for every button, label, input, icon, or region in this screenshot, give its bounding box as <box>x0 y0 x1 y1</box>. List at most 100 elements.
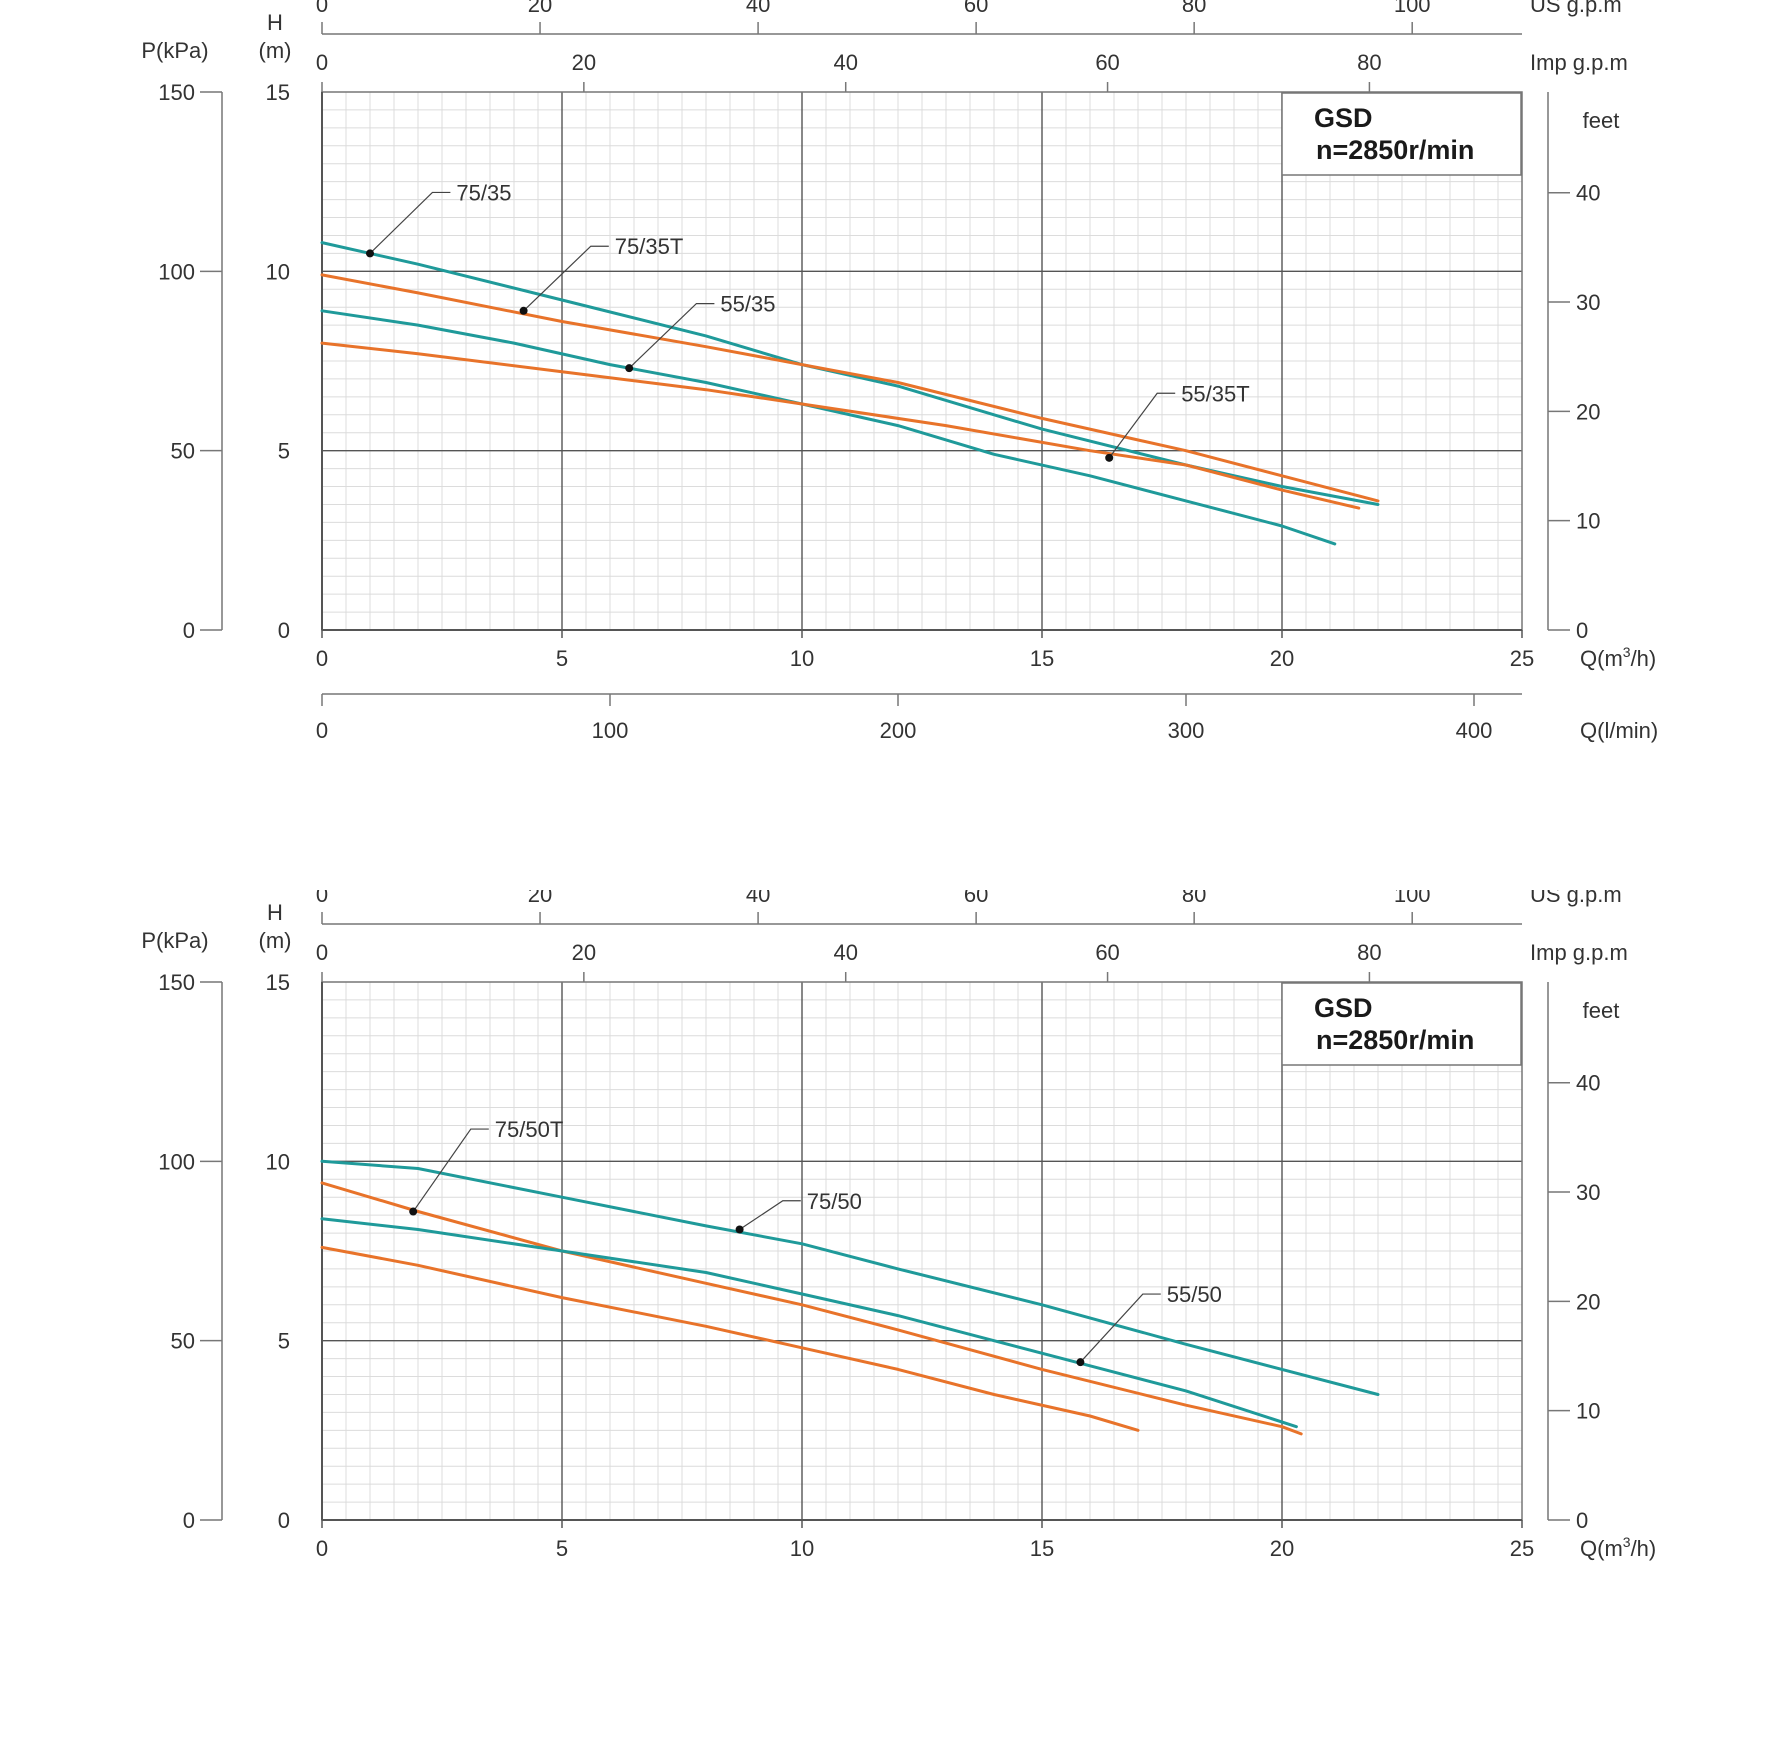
pressure-tick-label: 150 <box>158 970 195 995</box>
series-line-55-50 <box>320 1217 1298 1429</box>
pressure-tick-label: 100 <box>158 259 195 284</box>
series-label: 75/35T <box>615 234 684 259</box>
us-gpm-tick-label: 60 <box>964 890 988 907</box>
x-tick-label: 10 <box>790 646 814 671</box>
info-box <box>1281 982 1522 1066</box>
series-label: 55/50 <box>1167 1282 1222 1307</box>
series-label: 55/35 <box>720 292 775 317</box>
imp-gpm-axis-label: Imp g.p.m <box>1530 940 1628 965</box>
feet-tick-label: 20 <box>1576 399 1600 424</box>
feet-tick-label: 0 <box>1576 618 1588 643</box>
imp-gpm-tick-label: 80 <box>1357 940 1381 965</box>
x-tick-label: 0 <box>316 646 328 671</box>
head-tick-label: 10 <box>266 1149 290 1174</box>
x-tick-label: 15 <box>1030 646 1054 671</box>
series-line-55-35T <box>320 341 1361 510</box>
series-marker <box>366 249 374 258</box>
head-axis-label-bottom: (m) <box>259 38 292 63</box>
x-tick-label: 15 <box>1030 1536 1054 1561</box>
us-gpm-tick-label: 60 <box>964 0 988 17</box>
lmin-tick-label: 400 <box>1456 718 1493 743</box>
plot-group: 0 5 10 15 20 25 Q(m3/h)005501010015150H(m)P(kP… <box>141 0 1658 743</box>
feet-tick-label: 30 <box>1576 1180 1600 1205</box>
feet-tick-label: 30 <box>1576 290 1600 315</box>
lmin-tick-label: 100 <box>592 718 629 743</box>
imp-gpm-tick-label: 40 <box>833 940 857 965</box>
series-label: 75/35 <box>456 180 511 205</box>
x-tick-label: 20 <box>1270 646 1294 671</box>
feet-tick-label: 40 <box>1576 1071 1600 1096</box>
info-box-title: GSD <box>1314 993 1373 1023</box>
leader-line <box>369 191 451 254</box>
pressure-axis-label: P(kPa) <box>141 928 208 953</box>
us-gpm-axis-label: US g.p.m <box>1530 0 1622 17</box>
leader-line <box>1108 392 1176 459</box>
series-line-55-50T <box>320 1245 1140 1432</box>
head-axis-label-bottom: (m) <box>259 928 292 953</box>
head-tick-label: 15 <box>266 970 290 995</box>
series-line-75-50T <box>320 1181 1303 1436</box>
pressure-tick-label: 50 <box>171 439 195 464</box>
flow-axis-label: Q(m3/h) <box>1580 644 1656 671</box>
series-marker <box>735 1225 744 1234</box>
x-tick-label: 5 <box>556 646 568 671</box>
feet-tick-label: 40 <box>1576 181 1600 206</box>
head-tick-label: 15 <box>266 80 290 105</box>
plot-group: 0 5 10 15 20 25 Q(m3/h) 0 0 5 50 10 100 15 150 H (m) P(kP… <box>141 890 1656 1561</box>
pressure-tick-label: 50 <box>171 1329 195 1354</box>
imp-gpm-tick-label: 0 <box>316 50 328 75</box>
us-gpm-axis-label: US g.p.m <box>1530 890 1622 907</box>
us-gpm-tick-label: 40 <box>746 890 770 907</box>
imp-gpm-axis-label: Imp g.p.m <box>1530 50 1628 75</box>
head-axis-label-top: H <box>267 10 283 35</box>
us-gpm-tick-label: 80 <box>1182 0 1206 17</box>
performance-chart-2: 0 5 10 15 20 25 Q(m3/h) 0 0 5 50 10 100 15 150 H (m) P(kP… <box>141 890 1656 1561</box>
head-tick-label: 5 <box>278 1329 290 1354</box>
flow-axis-label: Q(m3/h) <box>1580 1534 1656 1561</box>
x-tick-label: 25 <box>1510 1536 1534 1561</box>
info-box-speed: n=2850r/min <box>1316 135 1474 165</box>
x-tick-label: 0 <box>316 1536 328 1561</box>
series-marker <box>625 364 634 373</box>
lmin-axis-label: Q(l/min) <box>1580 718 1658 743</box>
pressure-tick-label: 150 <box>158 80 195 105</box>
pressure-tick-label: 0 <box>183 1508 195 1533</box>
series-label: 75/50 <box>807 1189 862 1214</box>
feet-axis-label: feet <box>1583 998 1620 1023</box>
head-tick-label: 0 <box>278 1508 290 1533</box>
series-line-75-35T <box>320 273 1380 503</box>
series-marker <box>409 1207 418 1216</box>
x-tick-label: 25 <box>1510 646 1534 671</box>
leader-line <box>412 1128 489 1212</box>
grid <box>321 91 1523 631</box>
series-label: 75/50T <box>495 1117 564 1142</box>
leader-line <box>523 245 609 312</box>
x-tick-label: 20 <box>1270 1536 1294 1561</box>
us-gpm-tick-label: 40 <box>746 0 770 17</box>
info-box-speed: n=2850r/min <box>1316 1025 1474 1055</box>
feet-tick-label: 10 <box>1576 509 1600 534</box>
info-box <box>1281 92 1522 176</box>
lmin-tick-label: 0 <box>316 718 328 743</box>
series-marker <box>519 306 528 315</box>
lmin-tick-label: 300 <box>1168 718 1205 743</box>
feet-tick-label: 20 <box>1576 1289 1600 1314</box>
us-gpm-tick-label: 20 <box>528 890 552 907</box>
imp-gpm-tick-label: 0 <box>316 940 328 965</box>
grid <box>321 981 1523 1521</box>
head-axis-label-top: H <box>267 900 283 925</box>
head-tick-label: 10 <box>266 259 290 284</box>
leader-line <box>628 303 715 369</box>
x-tick-label: 10 <box>790 1536 814 1561</box>
performance-chart-1: 0 5 10 15 20 25 Q(m3/h)005501010015150H(m)P(kP… <box>141 0 1658 743</box>
series-line-75-50 <box>320 1159 1380 1396</box>
x-tick-label: 5 <box>556 1536 568 1561</box>
info-box-title: GSD <box>1314 103 1373 133</box>
series-marker <box>1105 453 1114 462</box>
us-gpm-tick-label: 100 <box>1394 890 1431 907</box>
imp-gpm-tick-label: 80 <box>1357 50 1381 75</box>
head-tick-label: 5 <box>278 439 290 464</box>
us-gpm-tick-label: 80 <box>1182 890 1206 907</box>
pressure-tick-label: 0 <box>183 618 195 643</box>
